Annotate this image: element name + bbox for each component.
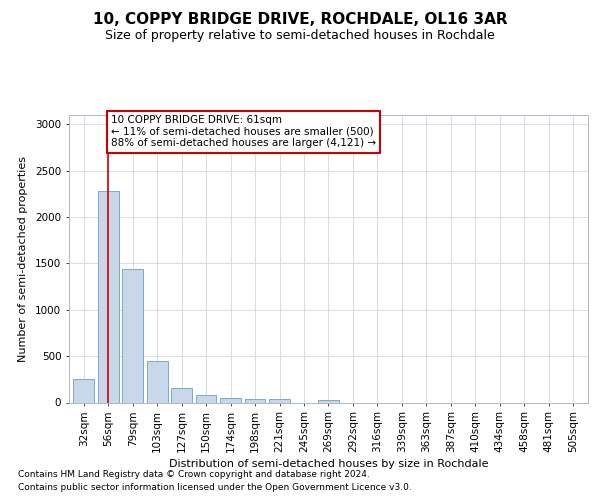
Bar <box>269 399 290 402</box>
Y-axis label: Number of semi-detached properties: Number of semi-detached properties <box>18 156 28 362</box>
Bar <box>245 398 265 402</box>
Text: 10 COPPY BRIDGE DRIVE: 61sqm
← 11% of semi-detached houses are smaller (500)
88%: 10 COPPY BRIDGE DRIVE: 61sqm ← 11% of se… <box>111 116 376 148</box>
Bar <box>220 398 241 402</box>
Bar <box>73 380 94 402</box>
Bar <box>318 400 339 402</box>
Text: Size of property relative to semi-detached houses in Rochdale: Size of property relative to semi-detach… <box>105 28 495 42</box>
Bar <box>98 191 119 402</box>
X-axis label: Distribution of semi-detached houses by size in Rochdale: Distribution of semi-detached houses by … <box>169 459 488 469</box>
Bar <box>122 269 143 402</box>
Bar <box>147 361 167 403</box>
Text: Contains HM Land Registry data © Crown copyright and database right 2024.: Contains HM Land Registry data © Crown c… <box>18 470 370 479</box>
Text: Contains public sector information licensed under the Open Government Licence v3: Contains public sector information licen… <box>18 483 412 492</box>
Bar <box>171 388 192 402</box>
Text: 10, COPPY BRIDGE DRIVE, ROCHDALE, OL16 3AR: 10, COPPY BRIDGE DRIVE, ROCHDALE, OL16 3… <box>92 12 508 28</box>
Bar <box>196 394 217 402</box>
